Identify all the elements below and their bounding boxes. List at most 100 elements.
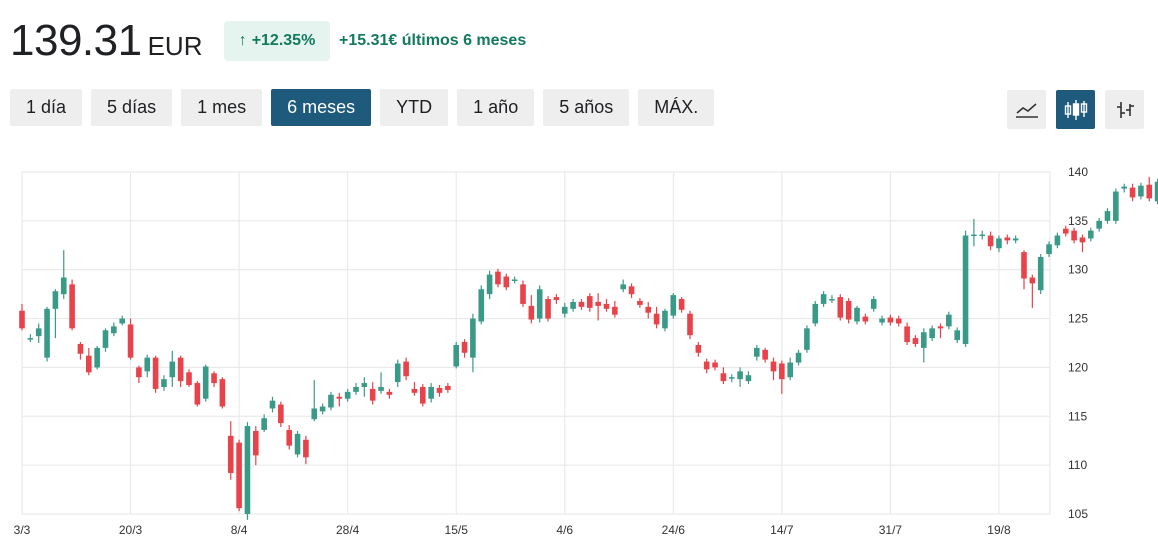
- candle-body: [94, 347, 100, 368]
- range-button-5y[interactable]: 5 años: [543, 89, 630, 126]
- candle: [453, 342, 459, 369]
- candle-body: [27, 338, 34, 340]
- quote-header: 139.31 EUR: [10, 18, 202, 64]
- candle-body: [912, 338, 919, 344]
- candle-body: [194, 383, 201, 405]
- candle: [712, 359, 718, 371]
- candle-body: [219, 379, 226, 407]
- candle: [177, 355, 184, 387]
- y-tick-label: 130: [1068, 263, 1088, 277]
- candle-body: [303, 439, 309, 458]
- candle: [854, 305, 860, 325]
- candle-body: [662, 310, 668, 329]
- candle: [879, 315, 885, 326]
- candle-body: [136, 367, 142, 378]
- candle: [904, 322, 910, 345]
- candle: [703, 358, 710, 374]
- candle-body: [1071, 230, 1077, 241]
- candle: [962, 230, 969, 347]
- candle: [219, 377, 226, 409]
- candle-body: [887, 317, 894, 323]
- line-chart-button[interactable]: [1007, 90, 1046, 129]
- candle-body: [996, 238, 1002, 249]
- candle: [912, 335, 919, 347]
- candle: [253, 426, 259, 466]
- candle-body: [929, 328, 935, 339]
- candle-body: [854, 307, 860, 322]
- candle-body: [728, 377, 735, 379]
- candle: [921, 328, 927, 363]
- candle-body: [895, 318, 902, 324]
- candle: [662, 308, 668, 332]
- change-percent: +12.35%: [251, 32, 316, 49]
- candle: [653, 306, 660, 329]
- candle: [603, 299, 610, 312]
- candle-body: [1012, 238, 1019, 241]
- candle-body: [620, 284, 626, 290]
- range-button-1d[interactable]: 1 día: [10, 89, 83, 126]
- range-button-max[interactable]: MÁX.: [638, 89, 715, 126]
- candle-body: [361, 383, 368, 387]
- candle: [1121, 183, 1127, 193]
- candle: [628, 283, 635, 299]
- candle: [244, 422, 251, 520]
- range-button-1m[interactable]: 1 mes: [181, 89, 263, 126]
- candle-body: [495, 271, 501, 285]
- candle: [278, 401, 284, 428]
- candle: [420, 384, 426, 407]
- candle-body: [762, 349, 768, 360]
- candle: [612, 300, 618, 318]
- candle-body: [628, 286, 635, 295]
- candle-body: [971, 234, 977, 237]
- range-button-1y[interactable]: 1 año: [457, 89, 535, 126]
- candle-body: [1129, 187, 1136, 198]
- candle-body: [687, 313, 693, 336]
- candle-body: [44, 308, 50, 358]
- candle-body: [712, 362, 718, 368]
- candle-body: [678, 299, 685, 310]
- candle-body: [328, 394, 334, 408]
- candle-body: [1138, 185, 1144, 197]
- candle: [754, 344, 760, 361]
- candle-body: [470, 318, 476, 358]
- candle-body: [787, 362, 793, 378]
- candlestick-button[interactable]: [1056, 90, 1095, 129]
- candle: [35, 323, 42, 343]
- candle-body: [177, 357, 184, 382]
- candle-body: [378, 386, 384, 391]
- candle-body: [703, 361, 710, 370]
- candle: [369, 382, 376, 405]
- candle-body: [870, 299, 877, 309]
- candle: [578, 299, 585, 310]
- candle-body: [779, 363, 785, 380]
- candle-body: [1062, 228, 1069, 234]
- candle-body: [954, 330, 960, 341]
- candle: [227, 421, 234, 480]
- candle: [344, 388, 351, 402]
- candle: [161, 375, 167, 391]
- candle: [1104, 208, 1111, 224]
- candle: [119, 315, 125, 326]
- ohlc-button[interactable]: [1105, 90, 1144, 129]
- range-button-5d[interactable]: 5 días: [91, 89, 173, 126]
- candle-body: [745, 375, 752, 382]
- candle-body: [570, 301, 576, 309]
- candle: [595, 293, 601, 321]
- candle-body: [261, 418, 267, 430]
- candle: [645, 301, 652, 319]
- range-button-ytd[interactable]: YTD: [380, 89, 449, 126]
- candle: [545, 296, 551, 322]
- candle: [1062, 225, 1069, 237]
- candle-body: [904, 326, 910, 343]
- candle-body: [244, 426, 251, 514]
- candle: [77, 342, 84, 360]
- range-button-6m[interactable]: 6 meses: [271, 89, 372, 126]
- candle: [94, 345, 100, 370]
- candlestick-chart: 140 135 130 125 120 115 110 105 3/3 20/3 8/4 28/4 1…: [14, 165, 1158, 537]
- candle-body: [1121, 186, 1127, 189]
- x-tick-label: 4/6: [556, 523, 573, 537]
- candle-body: [77, 343, 84, 354]
- candle: [378, 372, 384, 394]
- candle: [987, 231, 994, 251]
- y-tick-label: 110: [1068, 458, 1087, 472]
